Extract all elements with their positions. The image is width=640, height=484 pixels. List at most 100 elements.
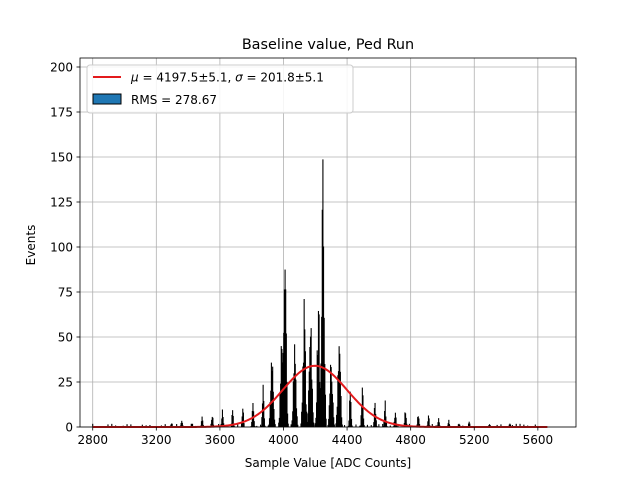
y-tick-label: 200 (50, 60, 73, 74)
histogram-bar (171, 423, 173, 427)
histogram-bar (253, 411, 255, 427)
histogram-bar (294, 363, 296, 427)
histogram-bar (447, 423, 449, 427)
histogram-bar (333, 424, 335, 427)
histogram-bar (274, 424, 276, 427)
histogram-bar (395, 417, 397, 427)
y-tick-label: 25 (58, 375, 73, 389)
histogram-bar (343, 425, 346, 427)
histogram-bar (523, 424, 525, 427)
chart-title: Baseline value, Ped Run (242, 37, 414, 53)
histogram-bar (292, 381, 294, 427)
histogram-bar (296, 416, 298, 427)
histogram-bar (370, 425, 372, 427)
histogram-bar (242, 408, 244, 427)
histogram-bar (202, 420, 204, 427)
histogram-bar (467, 423, 470, 427)
legend-fit-mu-symbol: μ (130, 71, 139, 85)
x-tick-label: 5200 (459, 433, 490, 447)
histogram-bar (261, 417, 263, 427)
histogram-bar (328, 405, 330, 427)
histogram-bar (428, 418, 430, 427)
y-tick-label: 175 (50, 105, 73, 119)
histogram-bar (348, 420, 350, 427)
histogram-bar (313, 424, 315, 427)
histogram-bar (279, 391, 281, 427)
histogram-bar (192, 423, 194, 427)
histogram-bar (272, 366, 274, 427)
histogram-bar (515, 423, 517, 427)
histogram-bar (404, 412, 406, 427)
histogram-bar (519, 423, 521, 427)
y-tick-label: 150 (50, 150, 73, 164)
histogram-bar (329, 364, 332, 427)
histogram-bar (303, 299, 305, 427)
histogram-bar (448, 419, 450, 427)
histogram-bar (304, 329, 306, 427)
histogram-bar (309, 347, 311, 427)
histogram-bar (336, 414, 338, 427)
y-tick-label: 50 (58, 330, 73, 344)
histogram-bar (384, 400, 386, 427)
histogram-bar (417, 416, 419, 427)
histogram-bar (382, 426, 384, 427)
histogram-bar (281, 348, 283, 427)
histogram-bar (301, 402, 303, 427)
histogram-bar (237, 424, 239, 427)
histogram-bar (280, 383, 282, 427)
histogram-bar (427, 415, 430, 427)
histogram-bar (240, 423, 243, 427)
histogram-bar (304, 351, 306, 427)
histogram-bar (319, 381, 321, 427)
x-axis-label: Sample Value [ADC Counts] (245, 456, 411, 470)
histogram-bar (336, 406, 338, 427)
histogram-bar (320, 363, 322, 427)
histogram-bar (191, 423, 193, 427)
histogram-bar (270, 362, 272, 427)
histogram-bar (332, 402, 334, 427)
histogram-bar (375, 420, 377, 427)
y-axis-label: Events (24, 225, 38, 266)
histogram-bar (302, 366, 304, 427)
histogram-bar (340, 396, 342, 427)
histogram-bar (293, 373, 295, 427)
histogram-bar (283, 332, 285, 427)
histogram-bar (338, 346, 340, 427)
histogram-bar (268, 418, 271, 427)
histogram-bar (211, 419, 213, 427)
histogram-bar (324, 364, 326, 427)
histogram-bar (261, 403, 264, 427)
histogram-bar (349, 400, 351, 427)
histogram-bar (459, 424, 461, 427)
histogram-bar (389, 425, 391, 427)
histogram-bar (363, 418, 365, 427)
histogram-bar (448, 424, 451, 427)
histogram-bar (92, 423, 94, 427)
histogram-bar (170, 424, 172, 427)
histogram-bar (322, 246, 325, 427)
histogram-bar (469, 423, 471, 427)
y-axis-ticks: 0 25 50 75 100 125 150 175 200 (50, 60, 80, 434)
histogram-bar (278, 422, 280, 427)
histogram-bar (308, 390, 310, 427)
histogram-bar (281, 362, 284, 427)
histogram-bar (271, 370, 273, 427)
legend: μ = 4197.5±5.1, σ = 201.8±5.1 RMS = 278.… (86, 64, 354, 114)
histogram-bar (375, 413, 377, 427)
histogram-bar (290, 424, 292, 427)
histogram-bar (210, 423, 212, 427)
y-tick-label: 125 (50, 195, 73, 209)
histogram-bar (312, 412, 314, 427)
histogram-bar (231, 414, 233, 427)
x-tick-label: 3200 (141, 433, 172, 447)
histogram-bar (363, 425, 365, 427)
histogram-bar (201, 416, 203, 427)
histogram-bar (509, 424, 512, 427)
histogram-bar (359, 425, 361, 427)
histogram-bar (306, 411, 308, 427)
histogram-bar (283, 289, 285, 427)
histogram-bar (274, 419, 276, 427)
histogram-bar (286, 382, 288, 427)
histogram-bar (366, 424, 368, 427)
